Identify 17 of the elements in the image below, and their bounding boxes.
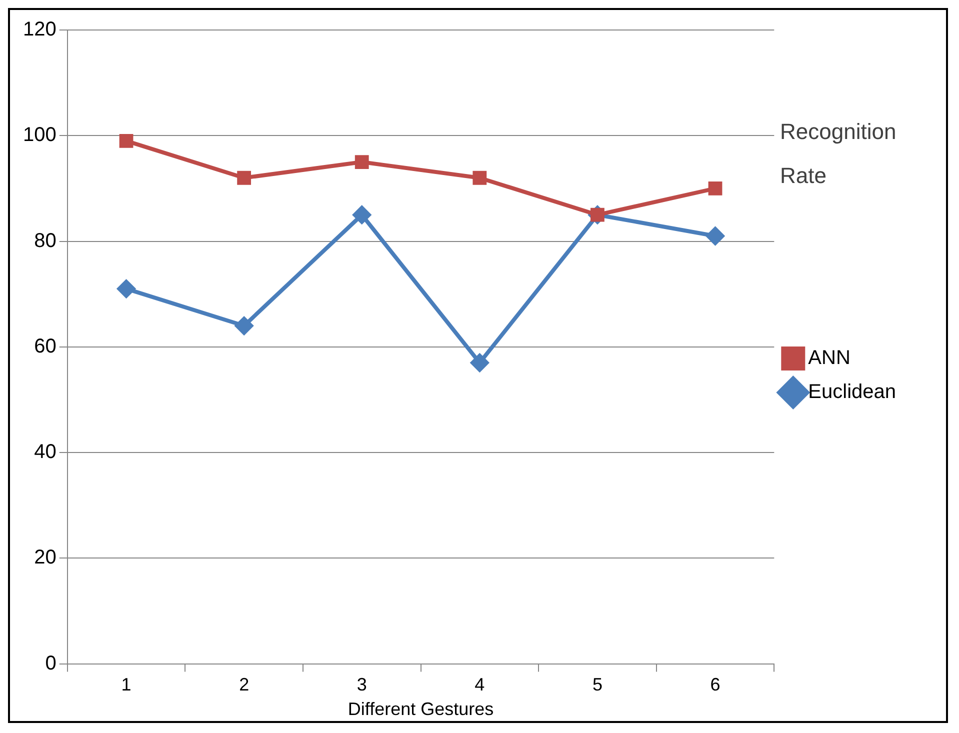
x-tick-label: 1 (121, 674, 132, 695)
x-axis-title: Different Gestures (348, 699, 494, 720)
x-tick-label: 4 (474, 674, 485, 695)
y-tick-label: 100 (22, 124, 56, 146)
y-tick-label: 40 (34, 441, 56, 464)
x-tick-label: 3 (356, 674, 367, 695)
y-tick-label: 0 (45, 652, 56, 674)
x-tick-label: 2 (239, 674, 250, 695)
text: Recognition Rate (780, 118, 898, 190)
y-tick-label: 80 (34, 230, 56, 252)
x-tick-label: 6 (710, 674, 720, 695)
x-tick-label: 5 (592, 674, 602, 695)
y-tick-label: 120 (22, 18, 56, 41)
legend-label: Euclidean (808, 381, 896, 404)
y-tick-label: 60 (34, 335, 56, 358)
y-tick-label: 20 (34, 546, 56, 569)
legend-label: ANN (808, 347, 850, 370)
